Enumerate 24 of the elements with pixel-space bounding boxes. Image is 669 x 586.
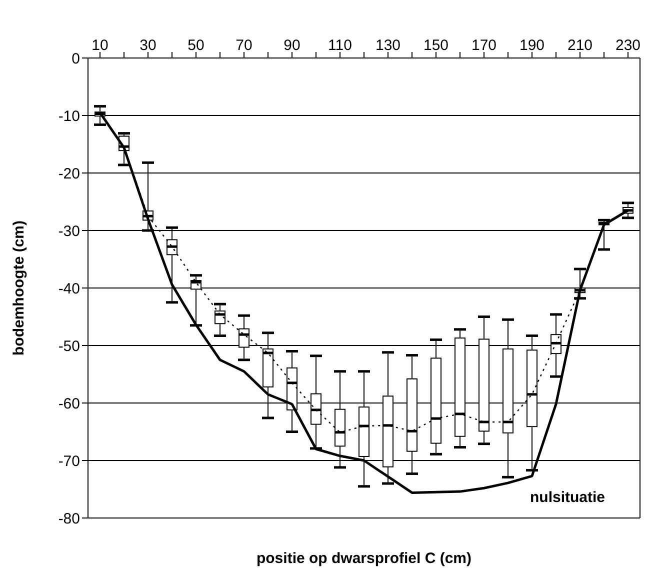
y-tick-label: 0 bbox=[72, 50, 80, 68]
y-tick-label: -30 bbox=[58, 222, 80, 240]
series-label: nulsituatie bbox=[530, 489, 606, 506]
x-tick-label: 10 bbox=[92, 37, 108, 54]
x-tick-label: 30 bbox=[140, 37, 156, 54]
x-tick-label: 50 bbox=[188, 37, 204, 54]
y-tick-label: -50 bbox=[58, 338, 80, 355]
y-tick-label: -10 bbox=[58, 108, 80, 125]
x-tick-label: 230 bbox=[615, 37, 641, 54]
x-axis-title: positie op dwarsprofiel C (cm) bbox=[256, 550, 472, 567]
y-tick-label: -60 bbox=[58, 395, 80, 412]
y-tick-label: -70 bbox=[58, 452, 80, 470]
y-tick-label: -40 bbox=[58, 280, 80, 298]
x-tick-label: 90 bbox=[284, 37, 300, 54]
x-tick-label: 150 bbox=[423, 37, 449, 54]
x-tick-label: 130 bbox=[375, 37, 401, 54]
y-axis-title: bodemhoogte (cm) bbox=[10, 220, 28, 356]
y-tick-label: -20 bbox=[58, 165, 80, 182]
y-tick-label: -80 bbox=[58, 510, 80, 528]
x-tick-label: 70 bbox=[236, 37, 252, 54]
x-tick-label: 110 bbox=[328, 37, 352, 54]
x-tick-label: 210 bbox=[567, 37, 593, 54]
x-tick-label: 170 bbox=[471, 37, 497, 54]
x-tick-label: 190 bbox=[519, 37, 545, 54]
